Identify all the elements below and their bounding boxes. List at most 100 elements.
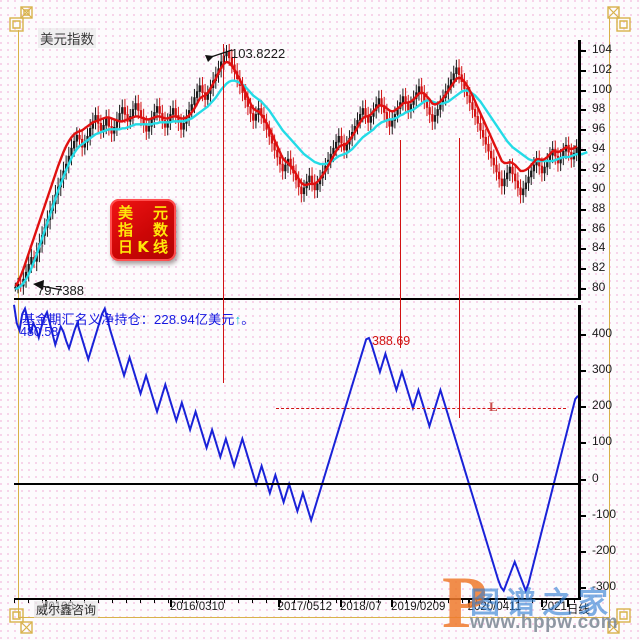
source-label: 威尔鑫咨询 xyxy=(34,601,99,618)
position-headline-suffix: 。 xyxy=(241,312,255,327)
price-tick-90: 90 xyxy=(592,180,606,195)
up-arrow-icon: ↑ xyxy=(234,312,242,327)
badge-char-6: K xyxy=(137,237,149,256)
date-minor-tick xyxy=(280,598,281,603)
price-tick-96: 96 xyxy=(592,121,606,136)
badge-char-7: 线 xyxy=(152,237,168,256)
position-tick-mark xyxy=(578,370,586,373)
date-minor-tick xyxy=(518,598,519,603)
price-tick-mark xyxy=(578,288,586,291)
date-tick-mark xyxy=(541,598,544,607)
badge-row-1: 美 元 xyxy=(118,204,168,222)
date-minor-tick xyxy=(140,598,141,603)
low-price-label: 79.7388 xyxy=(37,283,84,298)
price-tick-80: 80 xyxy=(592,280,606,295)
position-tick-mark xyxy=(578,514,586,517)
position-start-value: 480.58 xyxy=(20,325,59,339)
date-tick-label-7: 日线 xyxy=(566,604,590,616)
price-tick-82: 82 xyxy=(592,260,606,275)
date-minor-tick xyxy=(56,598,57,603)
date-minor-tick xyxy=(378,598,379,603)
price-tick-mark xyxy=(578,268,586,271)
watermark-chinese: 图谱之家 xyxy=(470,586,614,621)
date-minor-tick xyxy=(476,598,477,603)
position-tick-mark xyxy=(578,442,586,445)
date-minor-tick xyxy=(546,598,547,603)
date-tick-mark xyxy=(277,598,280,607)
zero-level-line xyxy=(14,483,581,485)
date-minor-tick xyxy=(42,598,43,603)
price-chart-panel[interactable] xyxy=(14,40,588,298)
dollar-index-badge: 美 元 指 数 日 K 线 xyxy=(110,199,176,261)
date-minor-tick xyxy=(14,598,15,603)
date-minor-tick xyxy=(154,598,155,603)
date-minor-tick xyxy=(238,598,239,603)
date-tick-label-6: 2021 xyxy=(541,601,567,613)
badge-char-4: 数 xyxy=(152,220,168,239)
position-tick-mark xyxy=(578,406,586,409)
date-minor-tick xyxy=(490,598,491,603)
price-tick-mark xyxy=(578,208,586,211)
position-tick-mark xyxy=(578,550,586,553)
price-tick-mark xyxy=(578,129,586,132)
price-tick-mark xyxy=(578,109,586,112)
fund-net-position-line xyxy=(13,304,579,594)
price-tick-86: 86 xyxy=(592,220,606,235)
cursor-line-2 xyxy=(400,140,401,348)
date-minor-tick xyxy=(98,598,99,603)
date-minor-tick xyxy=(182,598,183,603)
date-minor-tick xyxy=(406,598,407,603)
date-minor-tick xyxy=(532,598,533,603)
date-tick-mark xyxy=(566,598,569,607)
date-minor-tick xyxy=(364,598,365,603)
date-minor-tick xyxy=(266,598,267,603)
position-tick-200: 200 xyxy=(592,398,613,413)
date-minor-tick xyxy=(294,598,295,603)
position-tick-mark xyxy=(578,587,586,590)
position-axis-rail xyxy=(578,305,581,600)
price-tick-mark xyxy=(578,69,586,72)
price-tick-94: 94 xyxy=(592,141,606,156)
date-minor-tick xyxy=(28,598,29,603)
cursor-line-3 xyxy=(459,138,460,418)
price-tick-100: 100 xyxy=(592,81,613,96)
badge-row-2: 指 数 xyxy=(118,220,168,239)
position-tick--200: -200 xyxy=(592,542,617,557)
price-tick-mark xyxy=(578,89,586,92)
position-tick-100: 100 xyxy=(592,434,613,449)
price-tick-98: 98 xyxy=(592,101,606,116)
date-minor-tick xyxy=(210,598,211,603)
candlestick-series xyxy=(14,43,578,295)
position-chart-svg xyxy=(13,304,579,594)
date-tick-label-5: 2020/0411 xyxy=(467,601,522,613)
date-tick-mark xyxy=(169,598,172,607)
date-minor-tick xyxy=(504,598,505,603)
price-tick-mark xyxy=(578,188,586,191)
price-tick-mark xyxy=(578,248,586,251)
position-chart-panel[interactable] xyxy=(13,304,579,598)
panel-separator xyxy=(14,298,581,300)
date-minor-tick xyxy=(350,598,351,603)
date-minor-tick xyxy=(420,598,421,603)
date-minor-tick xyxy=(126,598,127,603)
date-minor-tick xyxy=(322,598,323,603)
date-minor-tick xyxy=(574,598,575,603)
position-tick--100: -100 xyxy=(592,506,617,521)
position-tick-400: 400 xyxy=(592,325,613,340)
date-minor-tick xyxy=(392,598,393,603)
price-tick-88: 88 xyxy=(592,200,606,215)
position-headline: 基金期汇名义净持仓：228.94亿美元↑。 xyxy=(22,309,254,328)
date-minor-tick xyxy=(308,598,309,603)
date-tick-label-2: 2017/0512 xyxy=(277,601,333,613)
position-level-line xyxy=(276,408,566,409)
date-minor-tick xyxy=(448,598,449,603)
date-minor-tick xyxy=(336,598,337,603)
date-minor-tick xyxy=(224,598,225,603)
date-tick-mark xyxy=(340,598,343,607)
price-tick-92: 92 xyxy=(592,161,606,175)
price-tick-mark xyxy=(578,228,586,231)
date-tick-mark xyxy=(467,598,470,607)
badge-row-3: 日 K 线 xyxy=(118,237,168,256)
date-minor-tick xyxy=(560,598,561,603)
price-tick-84: 84 xyxy=(592,240,606,255)
